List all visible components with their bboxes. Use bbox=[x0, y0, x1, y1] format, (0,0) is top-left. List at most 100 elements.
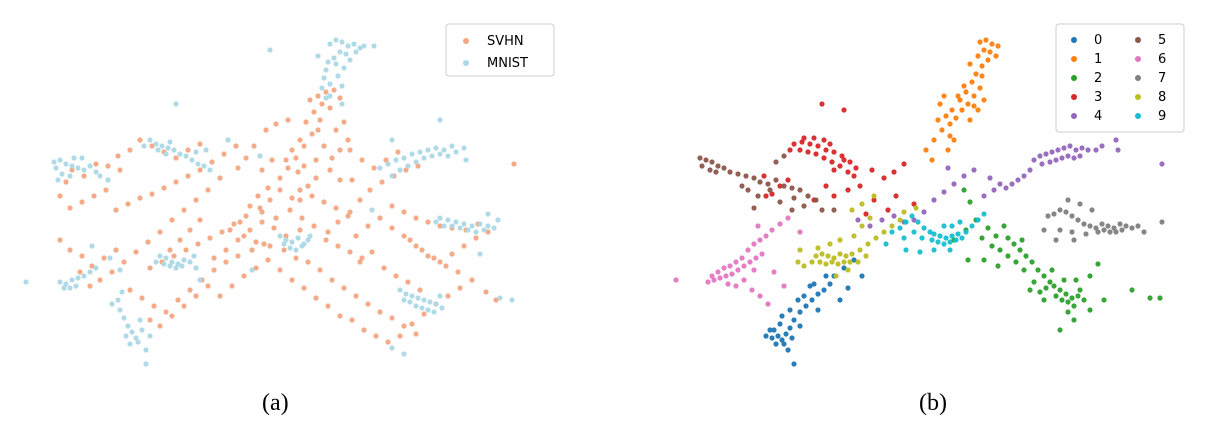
point-7-7 bbox=[1123, 223, 1129, 229]
point-svhn-54 bbox=[413, 215, 419, 221]
point-4-22 bbox=[997, 181, 1003, 187]
point-1-16 bbox=[963, 89, 969, 95]
point-svhn-192 bbox=[57, 193, 63, 199]
point-mnist-57 bbox=[433, 145, 439, 151]
legend-b-marker-1 bbox=[1071, 56, 1077, 62]
point-2-27 bbox=[1019, 237, 1025, 243]
point-2-16 bbox=[1071, 303, 1077, 309]
point-mnist-19 bbox=[361, 43, 367, 49]
point-4-14 bbox=[1065, 153, 1071, 159]
point-svhn-65 bbox=[137, 195, 143, 201]
point-4-21 bbox=[1003, 185, 1009, 191]
point-svhn-173 bbox=[457, 285, 463, 291]
point-svhn-227 bbox=[257, 205, 263, 211]
point-mnist-167 bbox=[107, 255, 113, 261]
point-svhn-230 bbox=[345, 137, 351, 143]
point-4-17 bbox=[1027, 167, 1033, 173]
point-svhn-87 bbox=[127, 287, 133, 293]
point-svhn-146 bbox=[349, 177, 355, 183]
point-mnist-107 bbox=[191, 253, 197, 259]
point-2-9 bbox=[1041, 273, 1047, 279]
point-mnist-79 bbox=[457, 225, 463, 231]
point-7-4 bbox=[1105, 223, 1111, 229]
point-mnist-103 bbox=[173, 265, 179, 271]
point-svhn-229 bbox=[341, 119, 347, 125]
point-6-26 bbox=[733, 283, 739, 289]
point-svhn-123 bbox=[297, 187, 303, 193]
point-3-30 bbox=[845, 187, 851, 193]
point-4-36 bbox=[855, 217, 861, 223]
point-svhn-21 bbox=[227, 227, 233, 233]
point-mnist-29 bbox=[67, 173, 73, 179]
point-svhn-27 bbox=[305, 259, 311, 265]
point-mnist-146 bbox=[147, 333, 153, 339]
point-svhn-175 bbox=[407, 237, 413, 243]
point-7-14 bbox=[1119, 227, 1125, 233]
point-svhn-162 bbox=[325, 303, 331, 309]
point-mnist-90 bbox=[287, 245, 293, 251]
legend-b-marker-2 bbox=[1071, 75, 1077, 81]
point-6-19 bbox=[763, 233, 769, 239]
legend-b-box bbox=[1055, 23, 1185, 133]
point-svhn-106 bbox=[231, 221, 237, 227]
point-0-8 bbox=[791, 317, 797, 323]
point-svhn-44 bbox=[379, 179, 385, 185]
point-mnist-42 bbox=[195, 161, 201, 167]
point-3-6 bbox=[839, 153, 845, 159]
point-6-31 bbox=[755, 223, 761, 229]
point-6-0 bbox=[705, 279, 711, 285]
point-2-43 bbox=[1027, 287, 1033, 293]
point-9-30 bbox=[917, 249, 923, 255]
point-3-39 bbox=[857, 183, 863, 189]
point-1-23 bbox=[943, 113, 949, 119]
point-mnist-121 bbox=[409, 293, 415, 299]
point-5-0 bbox=[703, 157, 709, 163]
point-3-33 bbox=[881, 175, 887, 181]
point-svhn-208 bbox=[353, 233, 359, 239]
point-8-15 bbox=[795, 259, 801, 265]
series-2 bbox=[951, 187, 1163, 333]
point-9-27 bbox=[949, 223, 955, 229]
point-0-13 bbox=[821, 287, 827, 293]
point-svhn-122 bbox=[235, 165, 241, 171]
point-8-19 bbox=[881, 229, 887, 235]
point-svhn-199 bbox=[79, 253, 85, 259]
point-svhn-197 bbox=[57, 237, 63, 243]
point-8-28 bbox=[859, 201, 865, 207]
legend-b-marker-3 bbox=[1071, 94, 1077, 100]
point-svhn-77 bbox=[145, 239, 151, 245]
point-8-3 bbox=[831, 255, 837, 261]
point-svhn-70 bbox=[233, 143, 239, 149]
point-mnist-60 bbox=[397, 167, 403, 173]
point-3-34 bbox=[891, 169, 897, 175]
point-3-13 bbox=[829, 159, 835, 165]
point-mnist-47 bbox=[141, 143, 147, 149]
point-8-34 bbox=[833, 273, 839, 279]
point-mnist-137 bbox=[129, 329, 135, 335]
point-mnist-5 bbox=[357, 45, 363, 51]
point-svhn-200 bbox=[297, 227, 303, 233]
point-mnist-9 bbox=[323, 67, 329, 73]
series-SVHN bbox=[57, 87, 517, 345]
point-mnist-126 bbox=[439, 305, 445, 311]
point-mnist-115 bbox=[73, 283, 79, 289]
point-6-13 bbox=[733, 259, 739, 265]
point-7-26 bbox=[1089, 207, 1095, 213]
point-mnist-117 bbox=[87, 269, 93, 275]
point-mnist-122 bbox=[415, 295, 421, 301]
point-svhn-13 bbox=[295, 169, 301, 175]
point-svhn-187 bbox=[115, 153, 121, 159]
legend-b-marker-6 bbox=[1135, 56, 1141, 62]
point-9-18 bbox=[911, 229, 917, 235]
point-mnist-84 bbox=[433, 219, 439, 225]
point-svhn-168 bbox=[397, 333, 403, 339]
point-9-25 bbox=[883, 241, 889, 247]
point-6-28 bbox=[777, 221, 783, 227]
point-6-9 bbox=[759, 251, 765, 257]
point-svhn-150 bbox=[181, 303, 187, 309]
point-3-11 bbox=[813, 151, 819, 157]
point-0-12 bbox=[815, 291, 821, 297]
point-9-17 bbox=[919, 235, 925, 241]
point-5-17 bbox=[797, 187, 803, 193]
point-5-26 bbox=[767, 187, 773, 193]
